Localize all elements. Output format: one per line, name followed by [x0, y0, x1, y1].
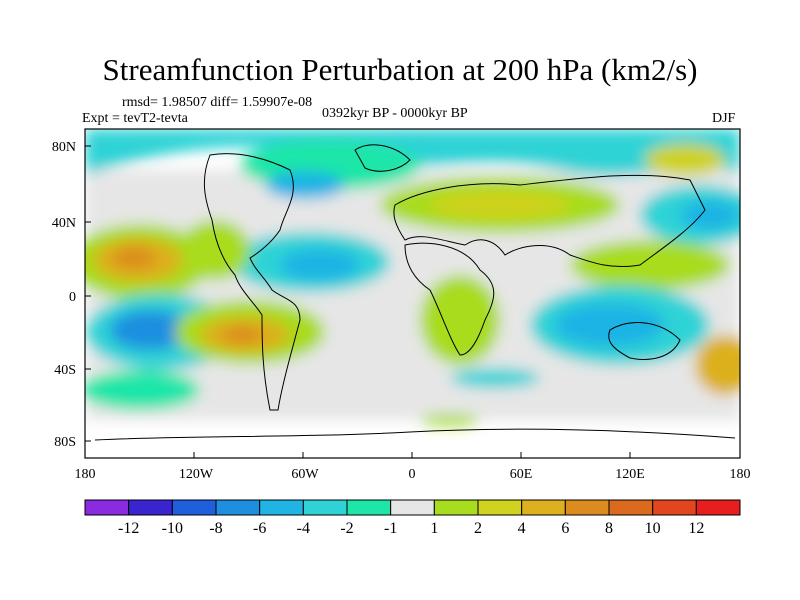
colorbar-swatch: [521, 499, 566, 516]
colorbar-swatch: [652, 499, 697, 516]
lon-tick-label: 60W: [291, 467, 319, 482]
colorbar-swatch: [215, 499, 261, 516]
colorbar-label: -8: [209, 520, 222, 537]
period-label: 0392kyr BP - 0000kyr BP: [322, 106, 468, 121]
stats-text: rmsd= 1.98507 diff= 1.59907e-08: [122, 95, 313, 110]
colorbar-swatch: [84, 499, 130, 516]
lat-tick-label: 0: [69, 290, 76, 305]
colorbar-swatch: [433, 499, 479, 516]
coastlines: [94, 144, 736, 441]
lon-tick-label: 180: [75, 467, 96, 482]
lon-tick-label: 120W: [179, 467, 214, 482]
colorbar-label: -4: [297, 520, 310, 537]
colorbar-label: 4: [518, 520, 526, 537]
lat-tick-label: 40S: [54, 363, 76, 378]
colorbar-label: 12: [688, 520, 704, 537]
contour-fields: [85, 129, 740, 426]
lon-tick-label: 120E: [615, 467, 645, 482]
colorbar-swatch: [346, 499, 392, 516]
colorbar-swatch: [302, 499, 348, 516]
chart-title: Streamfunction Perturbation at 200 hPa (…: [102, 52, 698, 87]
experiment-label: Expt = tevT2-tevta: [82, 111, 188, 126]
colorbar-label: -1: [384, 520, 397, 537]
lat-tick-label: 80N: [52, 140, 76, 155]
colorbar-swatch: [477, 499, 523, 516]
season-label: DJF: [712, 111, 736, 126]
colorbar-swatch: [128, 499, 173, 516]
map-plot-area: 180 120W 60W 0 60E 120E 180 80N 40N 0 40…: [52, 128, 751, 482]
colorbar-swatch: [608, 499, 654, 516]
lat-tick-label: 80S: [54, 435, 76, 450]
colorbar-label: 1: [430, 520, 438, 537]
lon-tick-label: 180: [730, 467, 751, 482]
colorbar-swatch: [695, 499, 741, 516]
colorbar-swatch: [564, 499, 610, 516]
colorbar-label: -2: [340, 520, 353, 537]
colorbar-label: 10: [645, 520, 661, 537]
colorbar-swatch: [259, 499, 304, 516]
colorbar-label: 2: [474, 520, 482, 537]
lon-tick-label: 60E: [510, 467, 533, 482]
lon-tick-label: 0: [409, 467, 416, 482]
colorbar: [84, 499, 741, 516]
colorbar-labels: -12 -10 -8 -6 -4 -2 -1 1 2 4 6 8 10 12: [118, 520, 704, 537]
colorbar-label: 6: [561, 520, 569, 537]
colorbar-swatch: [390, 499, 435, 516]
colorbar-label: 8: [605, 520, 613, 537]
colorbar-swatch: [171, 499, 217, 516]
colorbar-label: -6: [253, 520, 266, 537]
colorbar-label: -12: [118, 520, 139, 537]
lat-tick-label: 40N: [52, 216, 76, 231]
colorbar-label: -10: [162, 520, 183, 537]
